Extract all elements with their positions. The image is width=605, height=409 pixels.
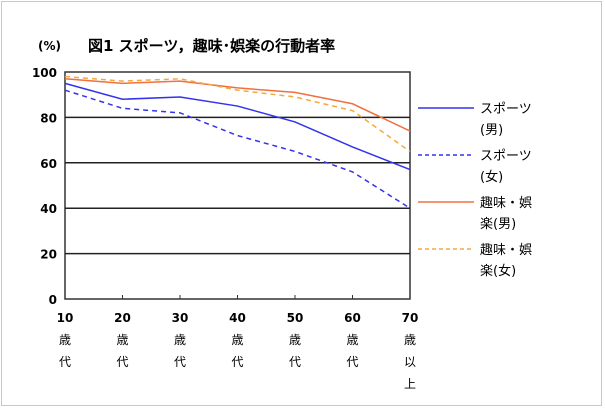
y-tick-label: 100 [32,66,57,80]
x-tick-label: 50 [287,311,304,325]
x-tick-label: 歳 [59,333,71,347]
x-tick-label: 歳 [404,333,416,347]
legend-label: (女) [480,169,503,185]
legend-label: 楽(男) [480,216,516,232]
x-tick-label: 30 [172,311,189,325]
chart-title: 図1 スポーツ，趣味･娯楽の行動者率 [88,37,335,55]
x-tick-label: 代 [59,355,71,369]
x-tick-label: 60 [344,311,361,325]
x-tick-label: 代 [231,355,243,369]
y-tick-label: 80 [40,111,57,125]
legend-label: スポーツ [480,149,532,164]
x-tick-label: 歳 [346,333,358,347]
x-tick-label: 歳 [231,333,243,347]
x-tick-label: 代 [174,355,186,369]
y-tick-label: 40 [40,202,57,216]
x-tick-label: 代 [346,355,358,369]
legend-label: 趣味・娯 [480,243,532,258]
y-axis-unit: (%) [38,39,61,53]
x-tick-label: 40 [229,311,246,325]
legend-label: (男) [480,123,503,138]
legend-label: 楽(女) [480,263,516,279]
legend-label: スポーツ [480,102,532,117]
y-tick-label: 60 [40,157,57,171]
x-tick-label: 70 [402,311,419,325]
legend-label: 趣味・娯 [480,196,532,211]
x-tick-label: 20 [114,311,131,325]
x-tick-label: 歳 [116,333,128,347]
x-tick-label: 代 [116,355,128,369]
x-tick-label: 上 [404,377,416,391]
x-tick-label: 代 [289,355,301,369]
x-tick-label: 歳 [174,333,186,347]
x-tick-label: 10 [57,311,74,325]
x-tick-label: 以 [404,355,416,369]
y-tick-label: 0 [49,293,57,307]
x-tick-label: 歳 [289,333,301,347]
y-tick-label: 20 [40,248,57,262]
